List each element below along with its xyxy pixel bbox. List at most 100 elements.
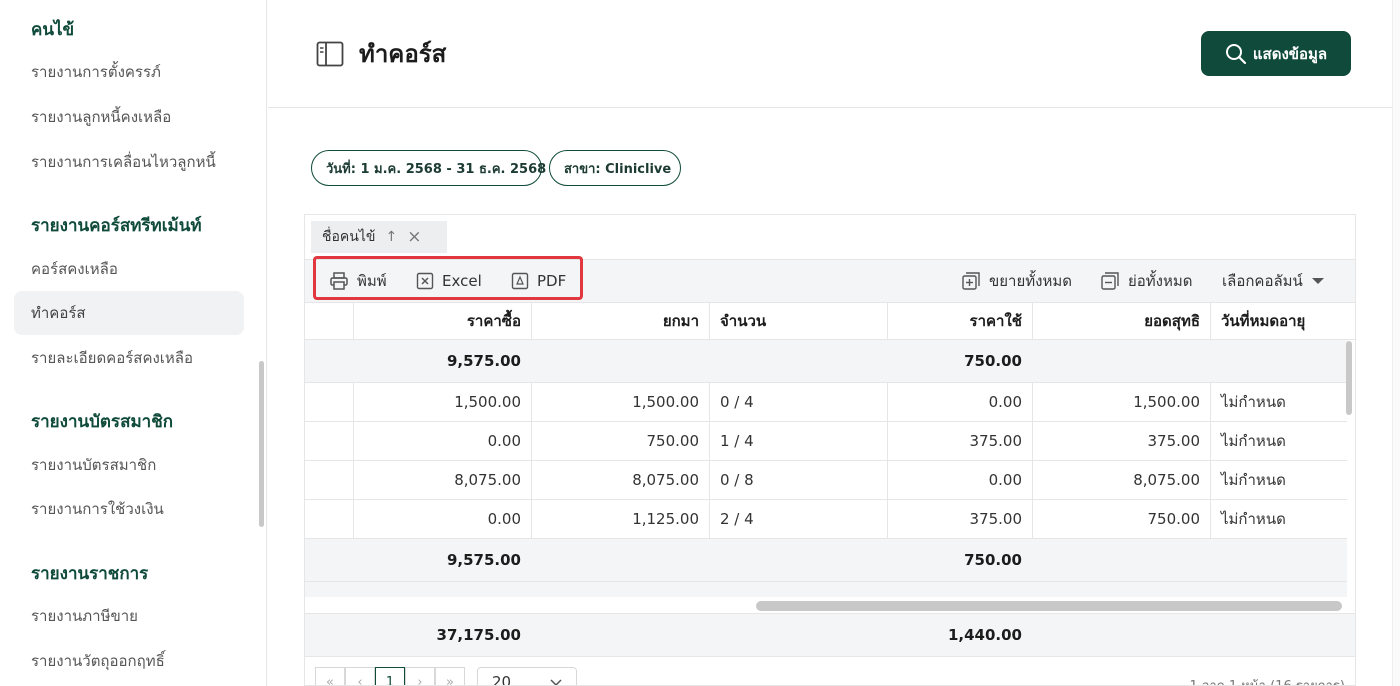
cell-net-total: 8,075.00 [1032, 461, 1210, 499]
expand-all-label: ขยายทั้งหมด [989, 272, 1072, 290]
sidebar-item-sales-tax[interactable]: รายงานภาษีขาย [31, 607, 138, 625]
col-header-usage-price[interactable]: ราคาใช้ [887, 303, 1032, 339]
table-horizontal-scrollbar[interactable] [756, 601, 1342, 611]
cell-usage-price: 375.00 [887, 422, 1032, 460]
group-by-tag[interactable]: ชื่อคนไข้ ↑ × [311, 221, 447, 253]
page-1-button[interactable]: 1 [375, 667, 405, 685]
cell-quantity: 0 / 4 [709, 383, 887, 421]
choose-columns-label: เลือกคอลัมน์ [1222, 272, 1303, 290]
sidebar-item-debtor-balance[interactable]: รายงานลูกหนี้คงเหลือ [31, 108, 172, 126]
cell-quantity: 1 / 4 [709, 422, 887, 460]
pdf-button[interactable]: PDF [511, 260, 566, 302]
total-usage-price: 1,440.00 [947, 626, 1022, 644]
cell-expiry-date: ไม่กำหนด [1210, 461, 1347, 499]
cell-carried-forward: 8,075.00 [531, 461, 709, 499]
table-row[interactable]: 0.00 750.00 1 / 4 375.00 375.00 ไม่กำหนด [305, 422, 1347, 461]
report-table: ชื่อคนไข้ ↑ × พิมพ์ Excel [304, 214, 1356, 686]
sort-asc-icon[interactable]: ↑ [385, 229, 398, 245]
excel-label: Excel [442, 272, 482, 290]
col-header-carried-forward[interactable]: ยกมา [531, 303, 709, 339]
pagination: « ‹ 1 › » 20 1 จาก 1 หน้า (16 รายการ) [305, 657, 1355, 686]
show-data-label: แสดงข้อมูล [1252, 45, 1328, 63]
cell-usage-price: 375.00 [887, 500, 1032, 538]
choose-columns-dropdown[interactable]: เลือกคอลัมน์ [1222, 260, 1325, 302]
group-purchase-price: 9,575.00 [446, 551, 521, 569]
pdf-file-icon [511, 272, 529, 290]
sidebar-item-member-card-report[interactable]: รายงานบัตรสมาชิก [31, 456, 157, 474]
excel-file-icon [416, 272, 434, 290]
export-buttons-highlight [313, 256, 583, 300]
cell-purchase-price: 1,500.00 [353, 383, 531, 421]
table-header-row: ราคาซื้อ ยกมา จำนวน ราคาใช้ ยอดสุทธิ วัน… [305, 303, 1355, 340]
group-purchase-price: 9,575.00 [446, 352, 521, 370]
sidebar-panel-icon [316, 41, 344, 67]
last-page-button[interactable]: » [435, 667, 465, 685]
sidebar-item-psychotropic[interactable]: รายงานวัตถุออกฤทธิ์ [31, 652, 165, 670]
page-size-value: 20 [492, 673, 512, 686]
cell-purchase-price: 0.00 [353, 500, 531, 538]
page-title: ทำคอร์ส [359, 40, 447, 68]
table-row[interactable]: 0.00 1,125.00 2 / 4 375.00 750.00 ไม่กำห… [305, 500, 1347, 539]
table-body: 9,575.00 750.00 1,500.00 1,500.00 0 / 4 … [305, 340, 1355, 597]
table-row[interactable]: 1,500.00 1,500.00 0 / 4 0.00 1,500.00 ไม… [305, 383, 1347, 422]
collapse-all-button[interactable]: ย่อทั้งหมด [1100, 260, 1193, 302]
sidebar-item-credit-usage[interactable]: รายงานการใช้วงเงิน [31, 500, 164, 518]
group-by-bar: ชื่อคนไข้ ↑ × [305, 215, 1355, 259]
page-info: 1 จาก 1 หน้า (16 รายการ) [1190, 675, 1346, 685]
printer-icon [330, 272, 348, 290]
table-row-group[interactable]: 9,575.00 750.00 [305, 340, 1347, 383]
cell-carried-forward: 1,125.00 [531, 500, 709, 538]
collapse-icon [1101, 272, 1119, 290]
cell-carried-forward: 1,500.00 [531, 383, 709, 421]
sidebar-item-pregnancy-report[interactable]: รายงานการตั้งครรภ์ [31, 63, 161, 81]
col-header-quantity[interactable]: จำนวน [709, 303, 887, 339]
cell-net-total: 750.00 [1032, 500, 1210, 538]
sidebar-heading-member-card: รายงานบัตรสมาชิก [31, 412, 174, 432]
cell-net-total: 375.00 [1032, 422, 1210, 460]
sidebar-item-do-course[interactable]: ทำคอร์ส [14, 291, 244, 335]
cell-expiry-date: ไม่กำหนด [1210, 383, 1347, 421]
cell-net-total: 1,500.00 [1032, 383, 1210, 421]
show-data-button[interactable]: แสดงข้อมูล [1201, 31, 1351, 76]
sidebar-scrollbar[interactable] [259, 361, 264, 527]
cell-carried-forward: 750.00 [531, 422, 709, 460]
print-label: พิมพ์ [357, 272, 387, 290]
next-page-button[interactable]: › [405, 667, 435, 685]
col-header-net-total[interactable]: ยอดสุทธิ [1032, 303, 1210, 339]
table-vertical-scrollbar[interactable] [1346, 341, 1352, 415]
table-row-group[interactable]: 9,575.00 750.00 [305, 539, 1347, 582]
group-by-label: ชื่อคนไข้ [322, 229, 376, 245]
cell-quantity: 2 / 4 [709, 500, 887, 538]
date-filter-chip[interactable]: วันที่: 1 ม.ค. 2568 - 31 ธ.ค. 2568 [311, 150, 546, 186]
table-totals-row: 37,175.00 1,440.00 [305, 613, 1355, 657]
sidebar-item-course-balance-detail[interactable]: รายละเอียดคอร์สคงเหลือ [31, 349, 194, 367]
cell-usage-price: 0.00 [887, 461, 1032, 499]
prev-page-button[interactable]: ‹ [345, 667, 375, 685]
page-size-select[interactable]: 20 [477, 667, 577, 686]
branch-filter-chip[interactable]: สาขา: Cliniclive [549, 150, 681, 186]
table-row[interactable]: 8,075.00 8,075.00 0 / 8 0.00 8,075.00 ไม… [305, 461, 1347, 500]
col-header-purchase-price[interactable]: ราคาซื้อ [353, 303, 531, 339]
col-header-expiry-date[interactable]: วันที่หมดอายุ [1210, 303, 1347, 339]
first-page-button[interactable]: « [315, 667, 345, 685]
sidebar-heading-patient: คนไข้ [31, 20, 75, 40]
group-usage-price: 750.00 [964, 352, 1022, 370]
page-scrollbar[interactable] [1392, 0, 1400, 686]
sidebar-item-course-balance[interactable]: คอร์สคงเหลือ [31, 260, 118, 278]
close-icon[interactable]: × [407, 227, 422, 247]
caret-down-icon [1311, 278, 1324, 284]
cell-purchase-price: 8,075.00 [353, 461, 531, 499]
sidebar-item-debtor-movement[interactable]: รายงานการเคลื่อนไหวลูกหนี้ [31, 153, 216, 171]
table-row-group[interactable]: 12,800.00 690.00 [305, 582, 1347, 597]
cell-expiry-date: ไม่กำหนด [1210, 422, 1347, 460]
group-usage-price: 690.00 [887, 582, 1032, 597]
table-toolbar: พิมพ์ Excel PDF ขยายทั้งหมด [305, 259, 1355, 303]
pdf-label: PDF [537, 272, 567, 290]
group-usage-price: 750.00 [964, 551, 1022, 569]
expand-all-button[interactable]: ขยายทั้งหมด [961, 260, 1072, 302]
sidebar: คนไข้ รายงานการตั้งครรภ์ รายงานลูกหนี้คง… [0, 0, 267, 686]
print-button[interactable]: พิมพ์ [329, 260, 387, 302]
excel-button[interactable]: Excel [416, 260, 482, 302]
page-header: ทำคอร์ส แสดงข้อมูล [268, 0, 1392, 108]
sidebar-heading-government: รายงานราชการ [31, 564, 149, 584]
